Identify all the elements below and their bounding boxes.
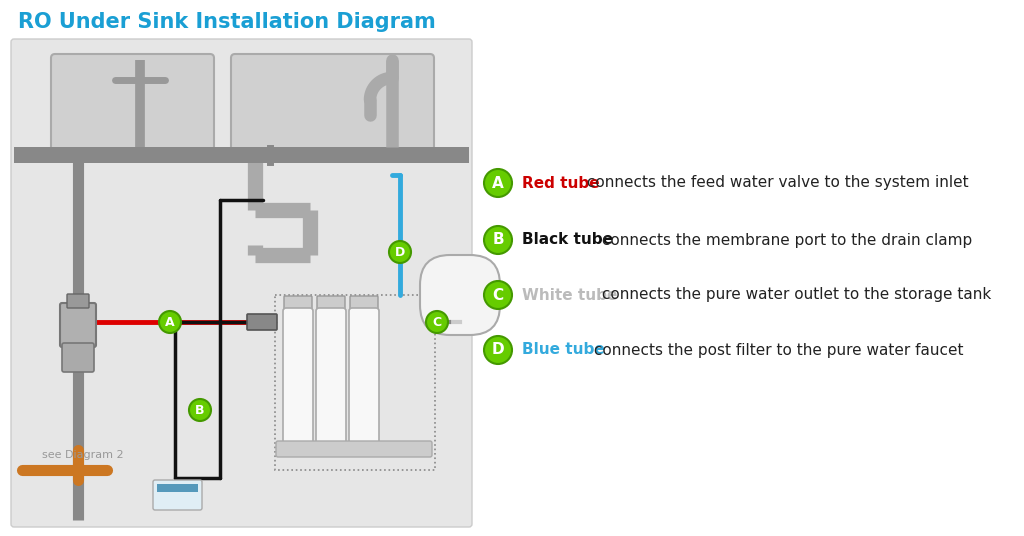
Text: A: A [493,175,504,190]
Text: Red tube: Red tube [522,175,600,190]
Circle shape [189,399,211,421]
Text: Black tube: Black tube [522,233,613,248]
Text: C: C [432,316,441,329]
Text: B: B [196,404,205,416]
FancyBboxPatch shape [60,303,96,347]
Circle shape [484,226,512,254]
Text: White tube: White tube [522,287,617,302]
FancyBboxPatch shape [283,308,313,444]
FancyBboxPatch shape [284,296,312,312]
FancyBboxPatch shape [276,441,432,457]
FancyBboxPatch shape [420,255,500,335]
Bar [157,484,198,492]
FancyBboxPatch shape [316,308,346,444]
Text: connects the feed water valve to the system inlet: connects the feed water valve to the sys… [582,175,969,190]
Text: Blue tube: Blue tube [522,343,605,358]
Text: RO Under Sink Installation Diagram: RO Under Sink Installation Diagram [18,12,436,32]
Text: connects the post filter to the pure water faucet: connects the post filter to the pure wat… [590,343,964,358]
Circle shape [159,311,181,333]
FancyBboxPatch shape [11,39,472,527]
FancyBboxPatch shape [317,296,345,312]
FancyBboxPatch shape [247,314,278,330]
Text: D: D [492,343,504,358]
Circle shape [389,241,411,263]
FancyBboxPatch shape [350,296,378,312]
FancyBboxPatch shape [51,54,214,152]
Text: connects the pure water outlet to the storage tank: connects the pure water outlet to the st… [597,287,991,302]
FancyBboxPatch shape [455,296,465,306]
Text: C: C [493,287,504,302]
Text: D: D [395,245,406,258]
Text: connects the membrane port to the drain clamp: connects the membrane port to the drain … [597,233,972,248]
Circle shape [484,169,512,197]
FancyBboxPatch shape [231,54,434,152]
Circle shape [426,311,449,333]
FancyBboxPatch shape [153,480,202,510]
Circle shape [484,281,512,309]
FancyBboxPatch shape [67,294,89,308]
Text: B: B [493,233,504,248]
Text: see Diagram 2: see Diagram 2 [42,450,124,460]
FancyBboxPatch shape [349,308,379,444]
Text: A: A [165,316,175,329]
Bar [14,147,469,163]
Circle shape [484,336,512,364]
FancyBboxPatch shape [62,343,94,372]
